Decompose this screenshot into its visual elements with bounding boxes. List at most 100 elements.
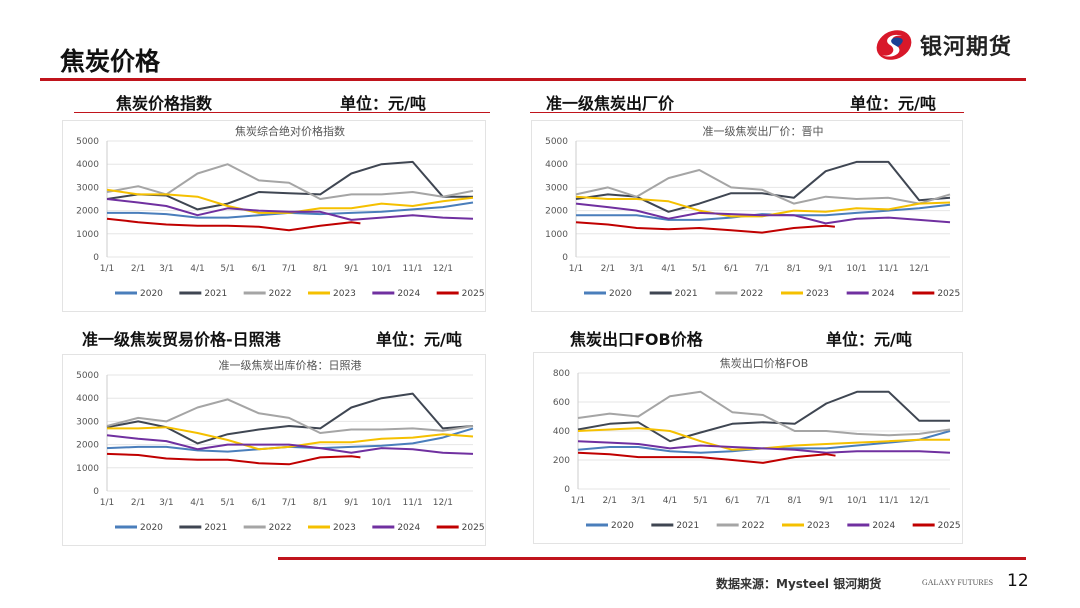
x-tick-label: 11/1 — [878, 264, 898, 274]
y-tick-label: 1000 — [76, 464, 99, 474]
panel-unit: 单位：元/吨 — [340, 94, 426, 113]
series-line-2023 — [575, 195, 951, 218]
footer-divider — [278, 557, 1026, 560]
x-tick-label: 10/1 — [846, 264, 866, 274]
series-line-2025 — [106, 217, 361, 232]
panel-heading: 准一级焦炭贸易价格-日照港 — [82, 330, 281, 349]
series-line-2023 — [106, 188, 474, 214]
x-tick-label: 12/1 — [909, 264, 929, 274]
x-tick-label: 5/1 — [220, 264, 234, 274]
legend-label: 2022 — [269, 289, 292, 299]
chart-title: 焦炭出口价格FOB — [720, 356, 809, 370]
x-tick-label: 3/1 — [629, 264, 643, 274]
y-tick-label: 4000 — [545, 160, 568, 170]
legend-label: 2024 — [397, 289, 420, 299]
y-tick-label: 4000 — [76, 394, 99, 404]
x-tick-label: 3/1 — [631, 496, 645, 506]
x-tick-label: 3/1 — [159, 498, 173, 508]
legend-label: 2022 — [740, 289, 763, 299]
x-tick-label: 11/1 — [403, 264, 423, 274]
y-tick-label: 800 — [553, 369, 570, 379]
legend-label: 2023 — [333, 289, 356, 299]
chart-coke-index: 焦炭综合绝对价格指数 0 1000 2000 3000 4000 5000 1/1 2/1 3/1… — [62, 120, 486, 312]
legend-label: 2021 — [676, 521, 699, 531]
x-tick-label: 1/1 — [100, 264, 114, 274]
y-tick-label: 5000 — [76, 137, 99, 147]
y-tick-label: 4000 — [76, 160, 99, 170]
legend-label: 2020 — [140, 289, 163, 299]
x-tick-label: 11/1 — [879, 496, 899, 506]
legend-label: 2025 — [938, 521, 961, 531]
data-source: 数据来源：Mysteel 银河期货 — [716, 577, 882, 591]
legend-label: 2020 — [140, 523, 163, 533]
brand-en: GALAXY FUTURES — [922, 578, 994, 587]
x-tick-label: 10/1 — [847, 496, 867, 506]
series-line-2022 — [575, 169, 951, 205]
x-tick-label: 7/1 — [756, 496, 770, 506]
logo-text: 银河期货 — [920, 35, 1013, 60]
series-line-2020 — [576, 203, 951, 221]
galaxy-logo-icon — [876, 30, 912, 60]
x-tick-label: 2/1 — [131, 498, 145, 508]
legend-label: 2025 — [462, 289, 485, 299]
x-tick-label: 12/1 — [433, 498, 453, 508]
legend-label: 2022 — [742, 521, 765, 531]
x-tick-label: 9/1 — [344, 264, 358, 274]
legend-label: 2022 — [269, 523, 292, 533]
panel-heading: 焦炭出口FOB价格 — [570, 330, 703, 349]
x-tick-label: 6/1 — [252, 264, 266, 274]
y-tick-label: 200 — [553, 456, 570, 466]
y-tick-label: 5000 — [545, 137, 568, 147]
panel-unit: 单位：元/吨 — [376, 330, 462, 349]
series-line-2022 — [106, 398, 474, 434]
y-tick-label: 3000 — [76, 417, 99, 427]
panel-heading: 焦炭价格指数 — [116, 94, 213, 113]
x-tick-label: 1/1 — [100, 498, 114, 508]
x-tick-label: 1/1 — [569, 264, 583, 274]
series-line-2021 — [106, 160, 473, 211]
legend-label: 2021 — [204, 289, 227, 299]
y-tick-label: 0 — [93, 487, 99, 497]
x-tick-label: 6/1 — [725, 496, 739, 506]
y-tick-label: 2000 — [76, 441, 99, 451]
panel-unit: 单位：元/吨 — [850, 94, 936, 113]
x-tick-label: 4/1 — [661, 264, 675, 274]
x-tick-label: 3/1 — [159, 264, 173, 274]
x-tick-label: 7/1 — [282, 498, 296, 508]
chart-title: 准一级焦炭出厂价：晋中 — [703, 124, 824, 138]
panel-unit: 单位：元/吨 — [826, 330, 912, 349]
legend-label: 2024 — [872, 521, 895, 531]
x-tick-label: 5/1 — [693, 496, 707, 506]
series-line-2023 — [107, 426, 474, 451]
page-number: 12 — [1007, 571, 1029, 591]
panel-divider — [74, 112, 490, 113]
legend-label: 2024 — [397, 523, 420, 533]
x-tick-label: 6/1 — [724, 264, 738, 274]
x-tick-label: 9/1 — [819, 496, 833, 506]
page-title: 焦炭价格 — [60, 47, 161, 76]
x-tick-label: 9/1 — [344, 498, 358, 508]
x-tick-label: 5/1 — [692, 264, 706, 274]
series-line-2025 — [575, 221, 836, 234]
brand-logo: 银河期货 — [874, 28, 1012, 62]
x-tick-label: 4/1 — [190, 264, 204, 274]
chart-title: 焦炭综合绝对价格指数 — [235, 124, 345, 138]
legend-label: 2021 — [204, 523, 227, 533]
chart-rizhao-price: 准一级焦炭出库价格：日照港 0 1000 2000 3000 4000 5000 1/1 2/1… — [62, 354, 486, 546]
x-tick-label: 2/1 — [602, 496, 616, 506]
y-tick-label: 3000 — [76, 183, 99, 193]
legend-label: 2025 — [462, 523, 485, 533]
series-line-2024 — [106, 434, 474, 455]
series-line-2025 — [577, 451, 836, 464]
panel-divider — [530, 112, 964, 113]
x-tick-label: 7/1 — [755, 264, 769, 274]
x-tick-label: 7/1 — [282, 264, 296, 274]
x-tick-label: 10/1 — [371, 498, 391, 508]
y-tick-label: 1000 — [76, 230, 99, 240]
x-tick-label: 5/1 — [220, 498, 234, 508]
x-tick-label: 12/1 — [433, 264, 453, 274]
x-tick-label: 8/1 — [787, 264, 801, 274]
legend-label: 2023 — [806, 289, 829, 299]
series-line-2024 — [577, 440, 951, 454]
legend-label: 2023 — [807, 521, 830, 531]
